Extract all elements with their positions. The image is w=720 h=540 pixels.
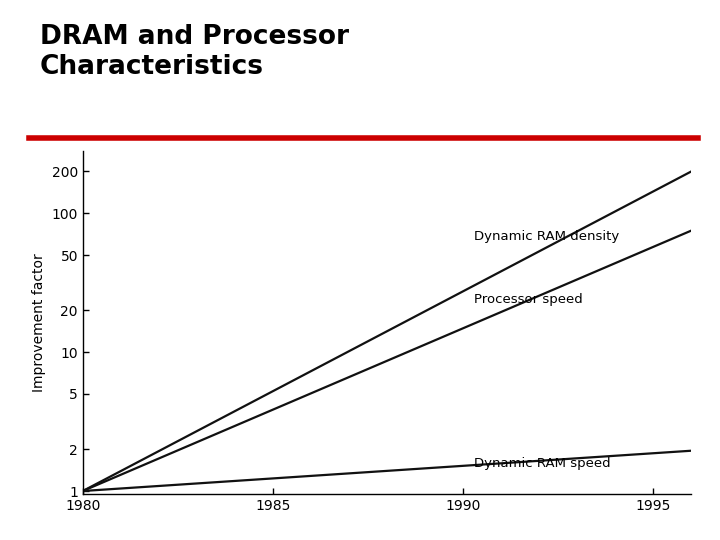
Text: Dynamic RAM density: Dynamic RAM density — [474, 230, 620, 243]
Text: Dynamic RAM speed: Dynamic RAM speed — [474, 457, 611, 470]
Text: Processor speed: Processor speed — [474, 293, 583, 306]
Y-axis label: Improvement factor: Improvement factor — [32, 253, 46, 392]
Text: DRAM and Processor
Characteristics: DRAM and Processor Characteristics — [40, 24, 348, 80]
